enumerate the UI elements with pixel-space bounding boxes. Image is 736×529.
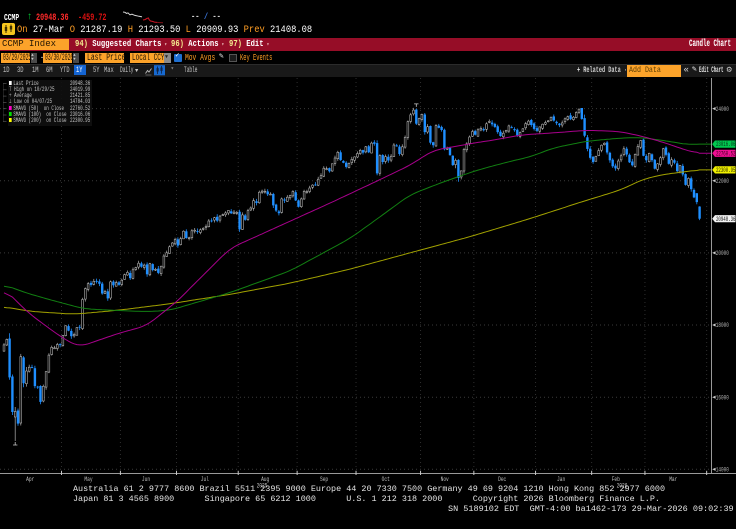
svg-text:May: May — [84, 476, 92, 483]
svg-text:Jun: Jun — [142, 476, 150, 483]
svg-text:23016.06: 23016.06 — [716, 141, 736, 148]
svg-text:Dec: Dec — [498, 476, 506, 483]
svg-text:18000: 18000 — [716, 322, 729, 329]
svg-text:Feb: Feb — [612, 476, 620, 483]
svg-text:2026: 2026 — [617, 483, 628, 490]
svg-text:Jul: Jul — [201, 476, 209, 483]
svg-text:Oct: Oct — [382, 476, 390, 483]
svg-text:Sep: Sep — [320, 476, 328, 483]
svg-text:16000: 16000 — [716, 394, 729, 401]
svg-text:22000: 22000 — [716, 178, 729, 185]
svg-text:Nov: Nov — [441, 476, 449, 483]
svg-text:20000: 20000 — [716, 250, 729, 257]
svg-text:14000: 14000 — [716, 467, 729, 474]
svg-text:24000: 24000 — [716, 106, 729, 113]
svg-text:Mar: Mar — [669, 476, 677, 483]
svg-text:Jan: Jan — [557, 476, 565, 483]
svg-text:20948.36: 20948.36 — [716, 216, 736, 223]
svg-text:Aug: Aug — [261, 476, 269, 483]
svg-text:22760.52: 22760.52 — [716, 150, 736, 157]
svg-text:Apr: Apr — [26, 476, 34, 483]
svg-text:22300.95: 22300.95 — [716, 167, 736, 174]
svg-text:2025: 2025 — [257, 483, 268, 490]
